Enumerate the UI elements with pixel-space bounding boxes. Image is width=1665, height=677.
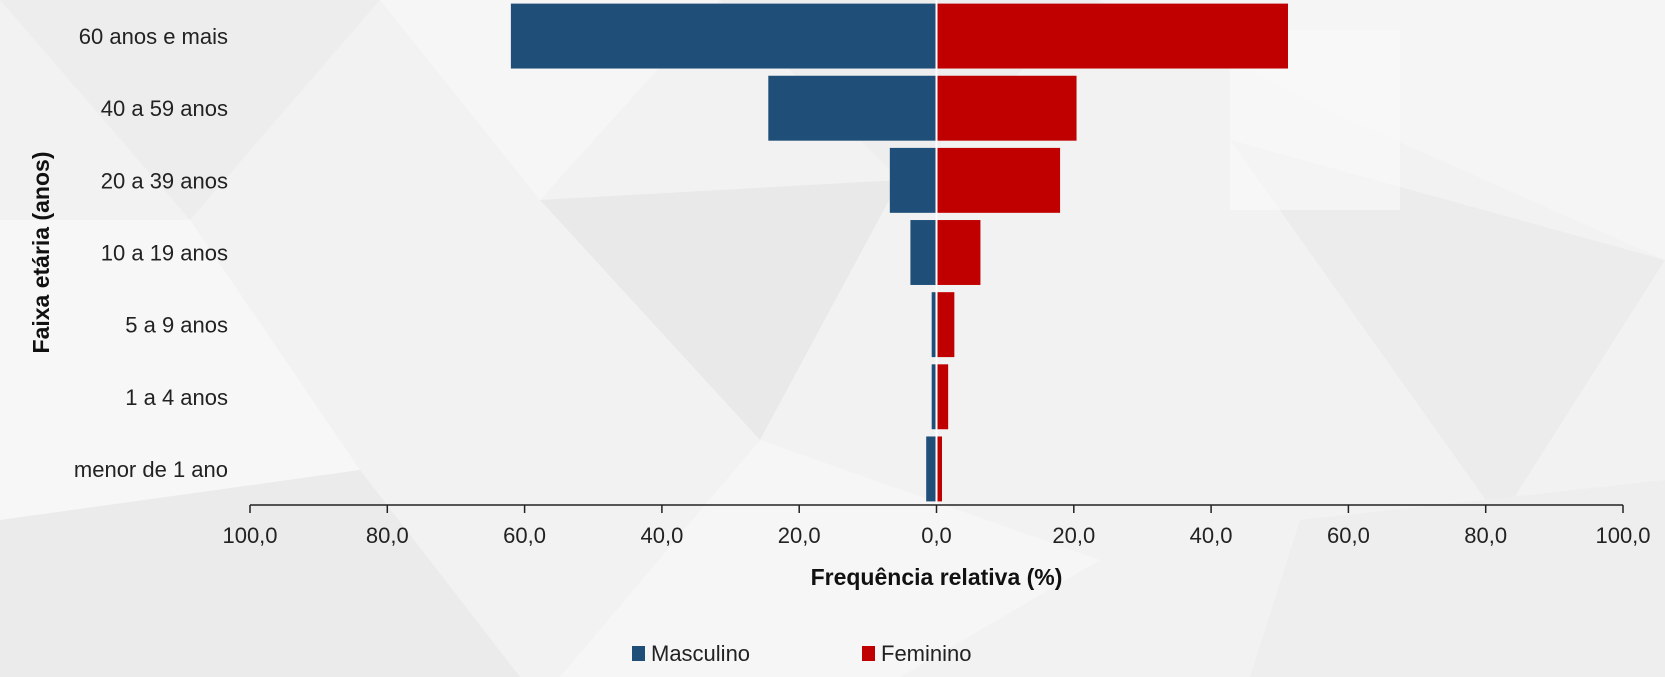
x-tick-label-8: 60,0 xyxy=(1327,523,1370,548)
bar-masculino-6 xyxy=(510,3,937,69)
x-tick-label-2: 60,0 xyxy=(503,523,546,548)
bar-feminino-4 xyxy=(936,147,1061,213)
category-label-2: 5 a 9 anos xyxy=(125,313,228,338)
x-tick-label-10: 100,0 xyxy=(1595,523,1650,548)
bar-masculino-2 xyxy=(931,292,937,358)
bar-feminino-2 xyxy=(936,292,955,358)
y-axis-title: Faixa etária (anos) xyxy=(28,152,54,354)
bar-masculino-4 xyxy=(889,147,937,213)
bar-feminino-3 xyxy=(936,220,981,285)
bar-masculino-0 xyxy=(926,436,937,502)
category-label-3: 10 a 19 anos xyxy=(101,241,228,266)
category-label-4: 20 a 39 anos xyxy=(101,168,228,193)
bar-feminino-6 xyxy=(936,3,1288,69)
x-tick-label-5: 0,0 xyxy=(921,523,952,548)
legend: Masculino Feminino xyxy=(632,641,971,666)
x-tick-label-3: 40,0 xyxy=(640,523,683,548)
x-axis-title: Frequência relativa (%) xyxy=(811,564,1063,590)
legend-swatch-feminino xyxy=(862,646,875,661)
bar-feminino-5 xyxy=(936,75,1077,141)
legend-label-masculino: Masculino xyxy=(651,641,750,666)
bar-masculino-5 xyxy=(768,75,937,141)
x-tick-label-4: 20,0 xyxy=(778,523,821,548)
category-label-6: 60 anos e mais xyxy=(79,24,228,49)
category-label-5: 40 a 59 anos xyxy=(101,96,228,121)
bar-masculino-3 xyxy=(910,220,937,285)
x-axis: 100,0 80,0 60,0 40,0 20,0 0,0 20,0 40,0 60,0 80,0… xyxy=(222,504,1651,548)
category-label-0: menor de 1 ano xyxy=(74,457,228,482)
x-tick-label-9: 80,0 xyxy=(1464,523,1507,548)
bar-feminino-0 xyxy=(936,436,942,502)
bar-feminino-1 xyxy=(936,364,949,430)
series-feminino xyxy=(936,3,1288,502)
x-tick-label-6: 20,0 xyxy=(1052,523,1095,548)
x-tick-label-7: 40,0 xyxy=(1190,523,1233,548)
x-tick-label-1: 80,0 xyxy=(366,523,409,548)
x-tick-label-0: 100,0 xyxy=(222,523,277,548)
legend-label-feminino: Feminino xyxy=(881,641,971,666)
series-masculino xyxy=(510,3,937,502)
legend-swatch-masculino xyxy=(632,646,645,661)
category-label-1: 1 a 4 anos xyxy=(125,385,228,410)
category-labels: menor de 1 ano 1 a 4 anos 5 a 9 anos 10 a 1… xyxy=(74,24,228,482)
bar-masculino-1 xyxy=(931,364,937,430)
